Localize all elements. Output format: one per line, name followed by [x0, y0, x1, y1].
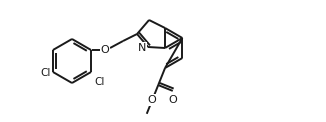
- Text: O: O: [148, 95, 156, 105]
- Text: N: N: [138, 43, 146, 53]
- Text: Cl: Cl: [94, 77, 104, 87]
- Text: O: O: [168, 95, 177, 105]
- Text: Cl: Cl: [40, 68, 51, 78]
- Text: O: O: [101, 45, 110, 55]
